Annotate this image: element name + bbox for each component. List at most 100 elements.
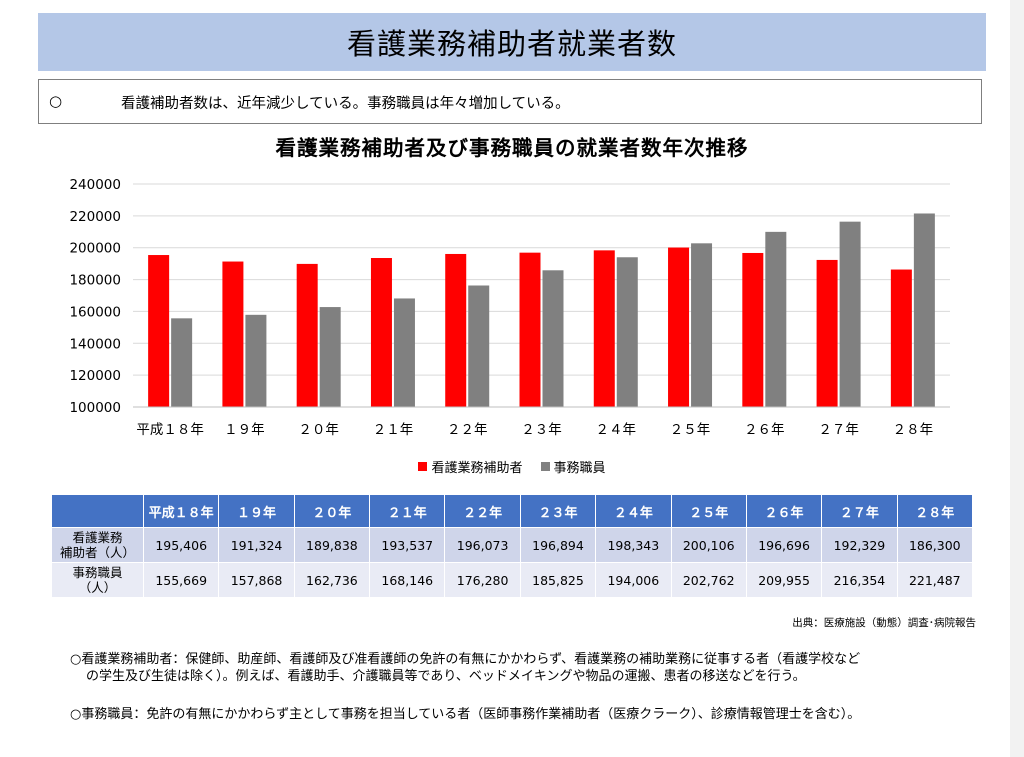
table-header-row: 平成１８年 １９年 ２０年 ２１年 ２２年 ２３年 ２４年 ２５年 ２６年 ２７… [51, 494, 974, 528]
table-cell: 186,300 [896, 527, 974, 563]
table-cell: 200,106 [670, 527, 747, 563]
legend-label: 看護業務補助者 [431, 461, 523, 476]
x-tick-label: ２５年 [670, 422, 711, 438]
table-cell: 192,329 [821, 527, 898, 563]
table-cell: 185,825 [519, 562, 597, 598]
y-tick-label: 180000 [69, 273, 121, 289]
x-tick-label: 平成１８年 [136, 422, 204, 438]
table-cell: 216,354 [821, 562, 898, 598]
table-cell: 193,537 [369, 527, 446, 563]
y-tick-label: 120000 [69, 368, 121, 384]
right-edge [1010, 0, 1024, 757]
table-header: ２６年 [745, 494, 823, 528]
bar-clerical-staff [542, 270, 564, 407]
bar-nursing-assistant [148, 255, 170, 407]
chart-legend: 看護業務補助者 事務職員 [0, 457, 1024, 476]
y-tick-label: 200000 [69, 241, 121, 257]
x-tick-label: ２４年 [596, 422, 637, 438]
table-cell: 196,073 [444, 527, 521, 563]
row-header-line: 看護業務 [72, 530, 123, 545]
summary-bullet: ○ [49, 92, 63, 110]
x-tick-label: １９年 [224, 422, 265, 438]
bar-clerical-staff [839, 221, 861, 407]
table-cell: 196,696 [745, 527, 823, 563]
table-cell: 168,146 [369, 562, 446, 598]
table-cell: 191,324 [218, 527, 295, 563]
chart-title: 看護業務補助者及び事務職員の就業者数年次推移 [275, 136, 749, 160]
legend-label: 事務職員 [553, 461, 606, 476]
x-tick-label: ２８年 [893, 422, 934, 438]
table-header: ２８年 [896, 494, 974, 528]
table-row: 事務職員 （人） 155,669 157,868 162,736 168,146… [51, 562, 974, 598]
y-tick-label: 160000 [69, 304, 121, 320]
x-tick-label: ２３年 [521, 422, 562, 438]
bar-clerical-staff [393, 298, 415, 407]
bar-nursing-assistant [519, 252, 541, 407]
y-tick-label: 100000 [69, 400, 121, 416]
summary-text: 看護補助者数は、近年減少している。事務職員は年々増加している。 [121, 96, 570, 112]
table-header: ２４年 [595, 494, 672, 528]
bar-clerical-staff [691, 243, 713, 407]
table-cell: 162,736 [293, 562, 371, 598]
page-title-bar: 看護業務補助者就業者数 [38, 13, 986, 71]
page-title: 看護業務補助者就業者数 [346, 27, 677, 61]
legend-item-clerical-staff: 事務職員 [540, 457, 606, 476]
x-tick-label: ２７年 [818, 422, 859, 438]
table-header: ２１年 [369, 494, 446, 528]
row-header-line: 補助者（人） [59, 545, 135, 560]
bar-clerical-staff [245, 314, 267, 407]
table-header: ２５年 [670, 494, 747, 528]
legend-item-nursing-assistant: 看護業務補助者 [418, 457, 523, 476]
bar-clerical-staff [616, 257, 638, 407]
table-cell: 196,894 [519, 527, 597, 563]
y-tick-label: 220000 [69, 209, 121, 225]
x-tick-label: ２１年 [373, 422, 414, 438]
table-header: ２２年 [444, 494, 521, 528]
table-cell: 157,868 [218, 562, 295, 598]
legend-swatch-gray [540, 462, 550, 471]
bar-nursing-assistant [296, 263, 318, 407]
bar-nursing-assistant [370, 258, 392, 407]
bar-clerical-staff [913, 213, 935, 407]
table-cell: 198,343 [595, 527, 672, 563]
table-header-empty [51, 494, 144, 528]
source-note: 出典：医療施設（動態）調査･病院報告 [792, 617, 976, 629]
table-header: １９年 [218, 494, 295, 528]
table-header: ２３年 [519, 494, 597, 528]
x-tick-label: ２０年 [298, 422, 339, 438]
table-cell: 155,669 [142, 562, 220, 598]
table-cell: 209,955 [745, 562, 823, 598]
table-cell: 194,006 [595, 562, 672, 598]
table-header: ２０年 [293, 494, 371, 528]
x-tick-label: ２６年 [744, 422, 785, 438]
legend-swatch-red [418, 462, 428, 471]
note-clerical-staff: ○事務職員：免許の有無にかかわらず主として事務を担当している者（医師事務作業補助… [70, 707, 861, 722]
row-header-line: 事務職員 [72, 565, 123, 580]
table-cell: 202,762 [670, 562, 747, 598]
table-row: 看護業務 補助者（人） 195,406 191,324 189,838 193,… [51, 527, 974, 563]
bar-nursing-assistant [742, 252, 764, 407]
bar-clerical-staff [319, 307, 341, 407]
bar-clerical-staff [171, 318, 193, 407]
data-table: 平成１８年 １９年 ２０年 ２１年 ２２年 ２３年 ２４年 ２５年 ２６年 ２７… [51, 494, 974, 598]
summary-box: ○ 看護補助者数は、近年減少している。事務職員は年々増加している。 [38, 79, 982, 124]
y-tick-label: 140000 [69, 336, 121, 352]
table-cell: 195,406 [142, 527, 220, 563]
table-cell: 189,838 [293, 527, 371, 563]
table-header: 平成１８年 [142, 494, 220, 528]
bar-nursing-assistant [816, 259, 838, 407]
bar-nursing-assistant [445, 253, 467, 407]
table-header: ２７年 [821, 494, 898, 528]
bar-nursing-assistant [222, 261, 244, 407]
row-header: 事務職員 （人） [51, 562, 144, 598]
table-cell: 221,487 [896, 562, 974, 598]
bar-chart: 100000 120000 140000 160000 180000 200000 2200… [69, 177, 950, 438]
bar-clerical-staff [765, 231, 787, 407]
bar-nursing-assistant [668, 247, 690, 407]
bar-nursing-assistant [890, 269, 912, 407]
bar-nursing-assistant [593, 250, 615, 407]
row-header-line: （人） [78, 580, 117, 595]
bar-clerical-staff [468, 285, 490, 407]
x-tick-label: ２２年 [447, 422, 488, 438]
note-nursing-assistant-cont: の学生及び生徒は除く）。例えば、看護助手、介護職員等であり、ベッドメイキングや物… [86, 669, 806, 684]
